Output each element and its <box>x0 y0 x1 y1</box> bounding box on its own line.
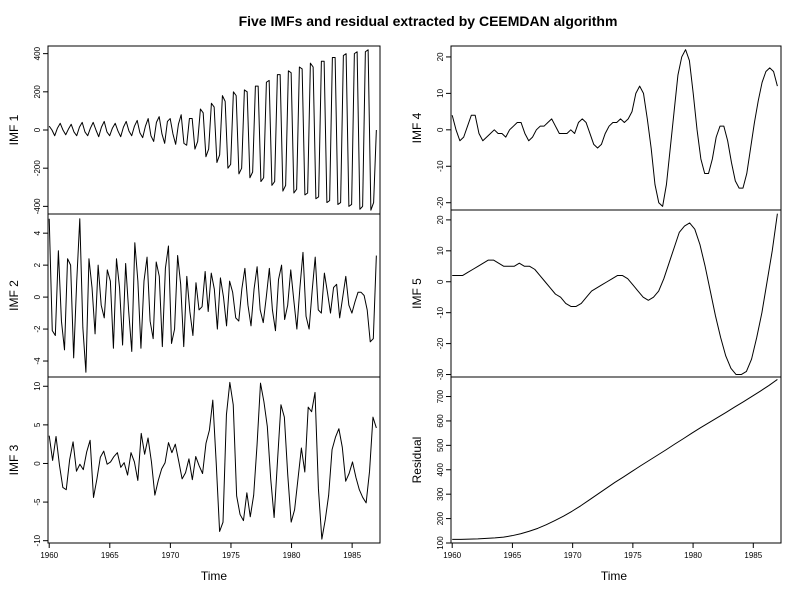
y-tick-label: -10 <box>436 160 445 172</box>
y-tick-label: 2 <box>33 262 42 267</box>
y-tick-label: 100 <box>436 536 445 550</box>
y-tick-label: 600 <box>436 414 445 428</box>
y-axis-label: IMF 5 <box>410 278 424 309</box>
panel-imf-4: IMF 4 -20 -10 0 10 20 <box>410 45 782 211</box>
y-tick-label: -30 <box>436 368 445 380</box>
y-tick-label: 20 <box>436 215 445 224</box>
y-tick-label: 10 <box>436 88 445 97</box>
panel-imf-5: IMF 5 -30 -20 -10 0 10 20 <box>410 209 782 380</box>
y-tick-label: 400 <box>33 46 42 60</box>
series-line-imf-5 <box>452 213 778 376</box>
y-tick-label: 10 <box>436 246 445 255</box>
x-tick-label: 1980 <box>684 551 702 560</box>
panel-imf-2: IMF 2 -4 -2 0 2 4 <box>7 213 381 378</box>
panel-frame <box>47 376 381 544</box>
x-tick-label: 1960 <box>40 551 58 560</box>
x-tick-label: 1965 <box>101 551 119 560</box>
series-line-imf-1 <box>48 49 377 211</box>
series-line-imf-4 <box>451 49 778 207</box>
y-tick-label: 200 <box>33 85 42 99</box>
y-axis-label: Residual <box>410 437 424 484</box>
x-tick-label: 1985 <box>343 551 361 560</box>
x-tick-label: 1985 <box>744 551 762 560</box>
series-line-residual <box>452 379 778 540</box>
y-tick-label: 5 <box>33 422 42 427</box>
y-tick-label: 4 <box>33 230 42 235</box>
y-tick-label: 500 <box>436 438 445 452</box>
panel-imf-1: IMF 1 -400 -200 0 200 400 <box>7 45 381 215</box>
x-axis-label-left: Time <box>201 569 228 583</box>
y-tick-label: -200 <box>33 160 42 177</box>
y-axis-label: IMF 2 <box>7 280 21 311</box>
y-tick-label: -4 <box>33 357 42 365</box>
y-tick-label: -20 <box>436 196 445 208</box>
y-tick-label: 0 <box>33 294 42 299</box>
y-tick-label: 400 <box>436 463 445 477</box>
x-tick-label: 1975 <box>222 551 240 560</box>
y-tick-label: 300 <box>436 487 445 501</box>
y-axis-label: IMF 1 <box>7 114 21 145</box>
y-tick-label: 200 <box>436 511 445 525</box>
x-tick-label: 1975 <box>624 551 642 560</box>
y-tick-label: -20 <box>436 337 445 349</box>
x-tick-label: 1970 <box>564 551 582 560</box>
y-tick-label: 0 <box>436 127 445 132</box>
panel-imf-3: IMF 3 -10 -5 0 5 10 1960 1965 1970 1975 1980 1985 <box>7 376 381 560</box>
y-tick-label: 20 <box>436 52 445 61</box>
y-axis-label: IMF 3 <box>7 444 21 475</box>
y-tick-label: -10 <box>33 534 42 546</box>
y-tick-label: -2 <box>33 325 42 333</box>
x-axis-label-right: Time <box>601 569 628 583</box>
x-tick-label: 1980 <box>283 551 301 560</box>
y-tick-label: 10 <box>33 381 42 390</box>
y-tick-label: -10 <box>436 306 445 318</box>
panel-frame <box>450 45 782 211</box>
x-tick-label: 1960 <box>443 551 461 560</box>
panel-residual: Residual 100 200 300 400 500 600 700 1960 1965 197… <box>410 376 782 560</box>
y-tick-label: -5 <box>33 498 42 506</box>
x-tick-label: 1970 <box>161 551 179 560</box>
series-line-imf-2 <box>48 218 377 373</box>
panel-frame <box>450 376 782 544</box>
panel-frame <box>450 209 782 378</box>
series-line-imf-3 <box>48 381 377 540</box>
y-tick-label: 0 <box>436 279 445 284</box>
y-axis-label: IMF 4 <box>410 112 424 143</box>
chart-title: Five IMFs and residual extracted by CEEM… <box>239 13 618 29</box>
y-tick-label: 0 <box>33 461 42 466</box>
x-tick-label: 1965 <box>504 551 522 560</box>
y-tick-label: -400 <box>33 198 42 215</box>
y-tick-label: 0 <box>33 127 42 132</box>
panel-frame <box>47 213 381 378</box>
y-tick-label: 700 <box>436 389 445 403</box>
